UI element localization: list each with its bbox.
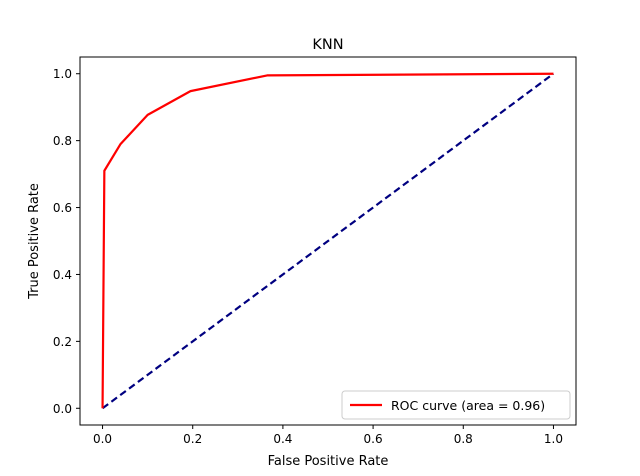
y-tick-label: 0.4 (53, 268, 72, 282)
legend: ROC curve (area = 0.96) (341, 390, 571, 420)
x-tick-label: 0.2 (183, 432, 202, 446)
y-tick-label: 1.0 (53, 67, 72, 81)
x-tick-label: 1.0 (544, 432, 563, 446)
y-tick-label: 0.2 (53, 335, 72, 349)
chart-title: KNN (312, 37, 343, 53)
chance-diagonal-line (101, 72, 555, 410)
y-tick-label: 0.0 (53, 402, 72, 416)
x-tick-label: 0.0 (93, 432, 112, 446)
plot-frame (79, 56, 577, 426)
x-axis-label: False Positive Rate (268, 454, 389, 469)
x-tick-label: 0.6 (364, 432, 383, 446)
ticks-layer: 0.0 0.2 0.4 0.6 0.8 1.0 0.0 0.2 0.4 0.6 0.8 1.0 (53, 67, 563, 446)
x-tick-label: 0.4 (273, 432, 292, 446)
legend-box (341, 390, 571, 420)
roc-curve-line (101, 72, 554, 409)
y-axis-label: True Positive Rate (27, 183, 42, 300)
x-tick-label: 0.8 (454, 432, 473, 446)
y-tick-label: 0.6 (53, 201, 72, 215)
series-layer (101, 72, 555, 410)
legend-label-roc-curve: ROC curve (area = 0.96) (391, 398, 545, 413)
y-tick-label: 0.8 (53, 134, 72, 148)
